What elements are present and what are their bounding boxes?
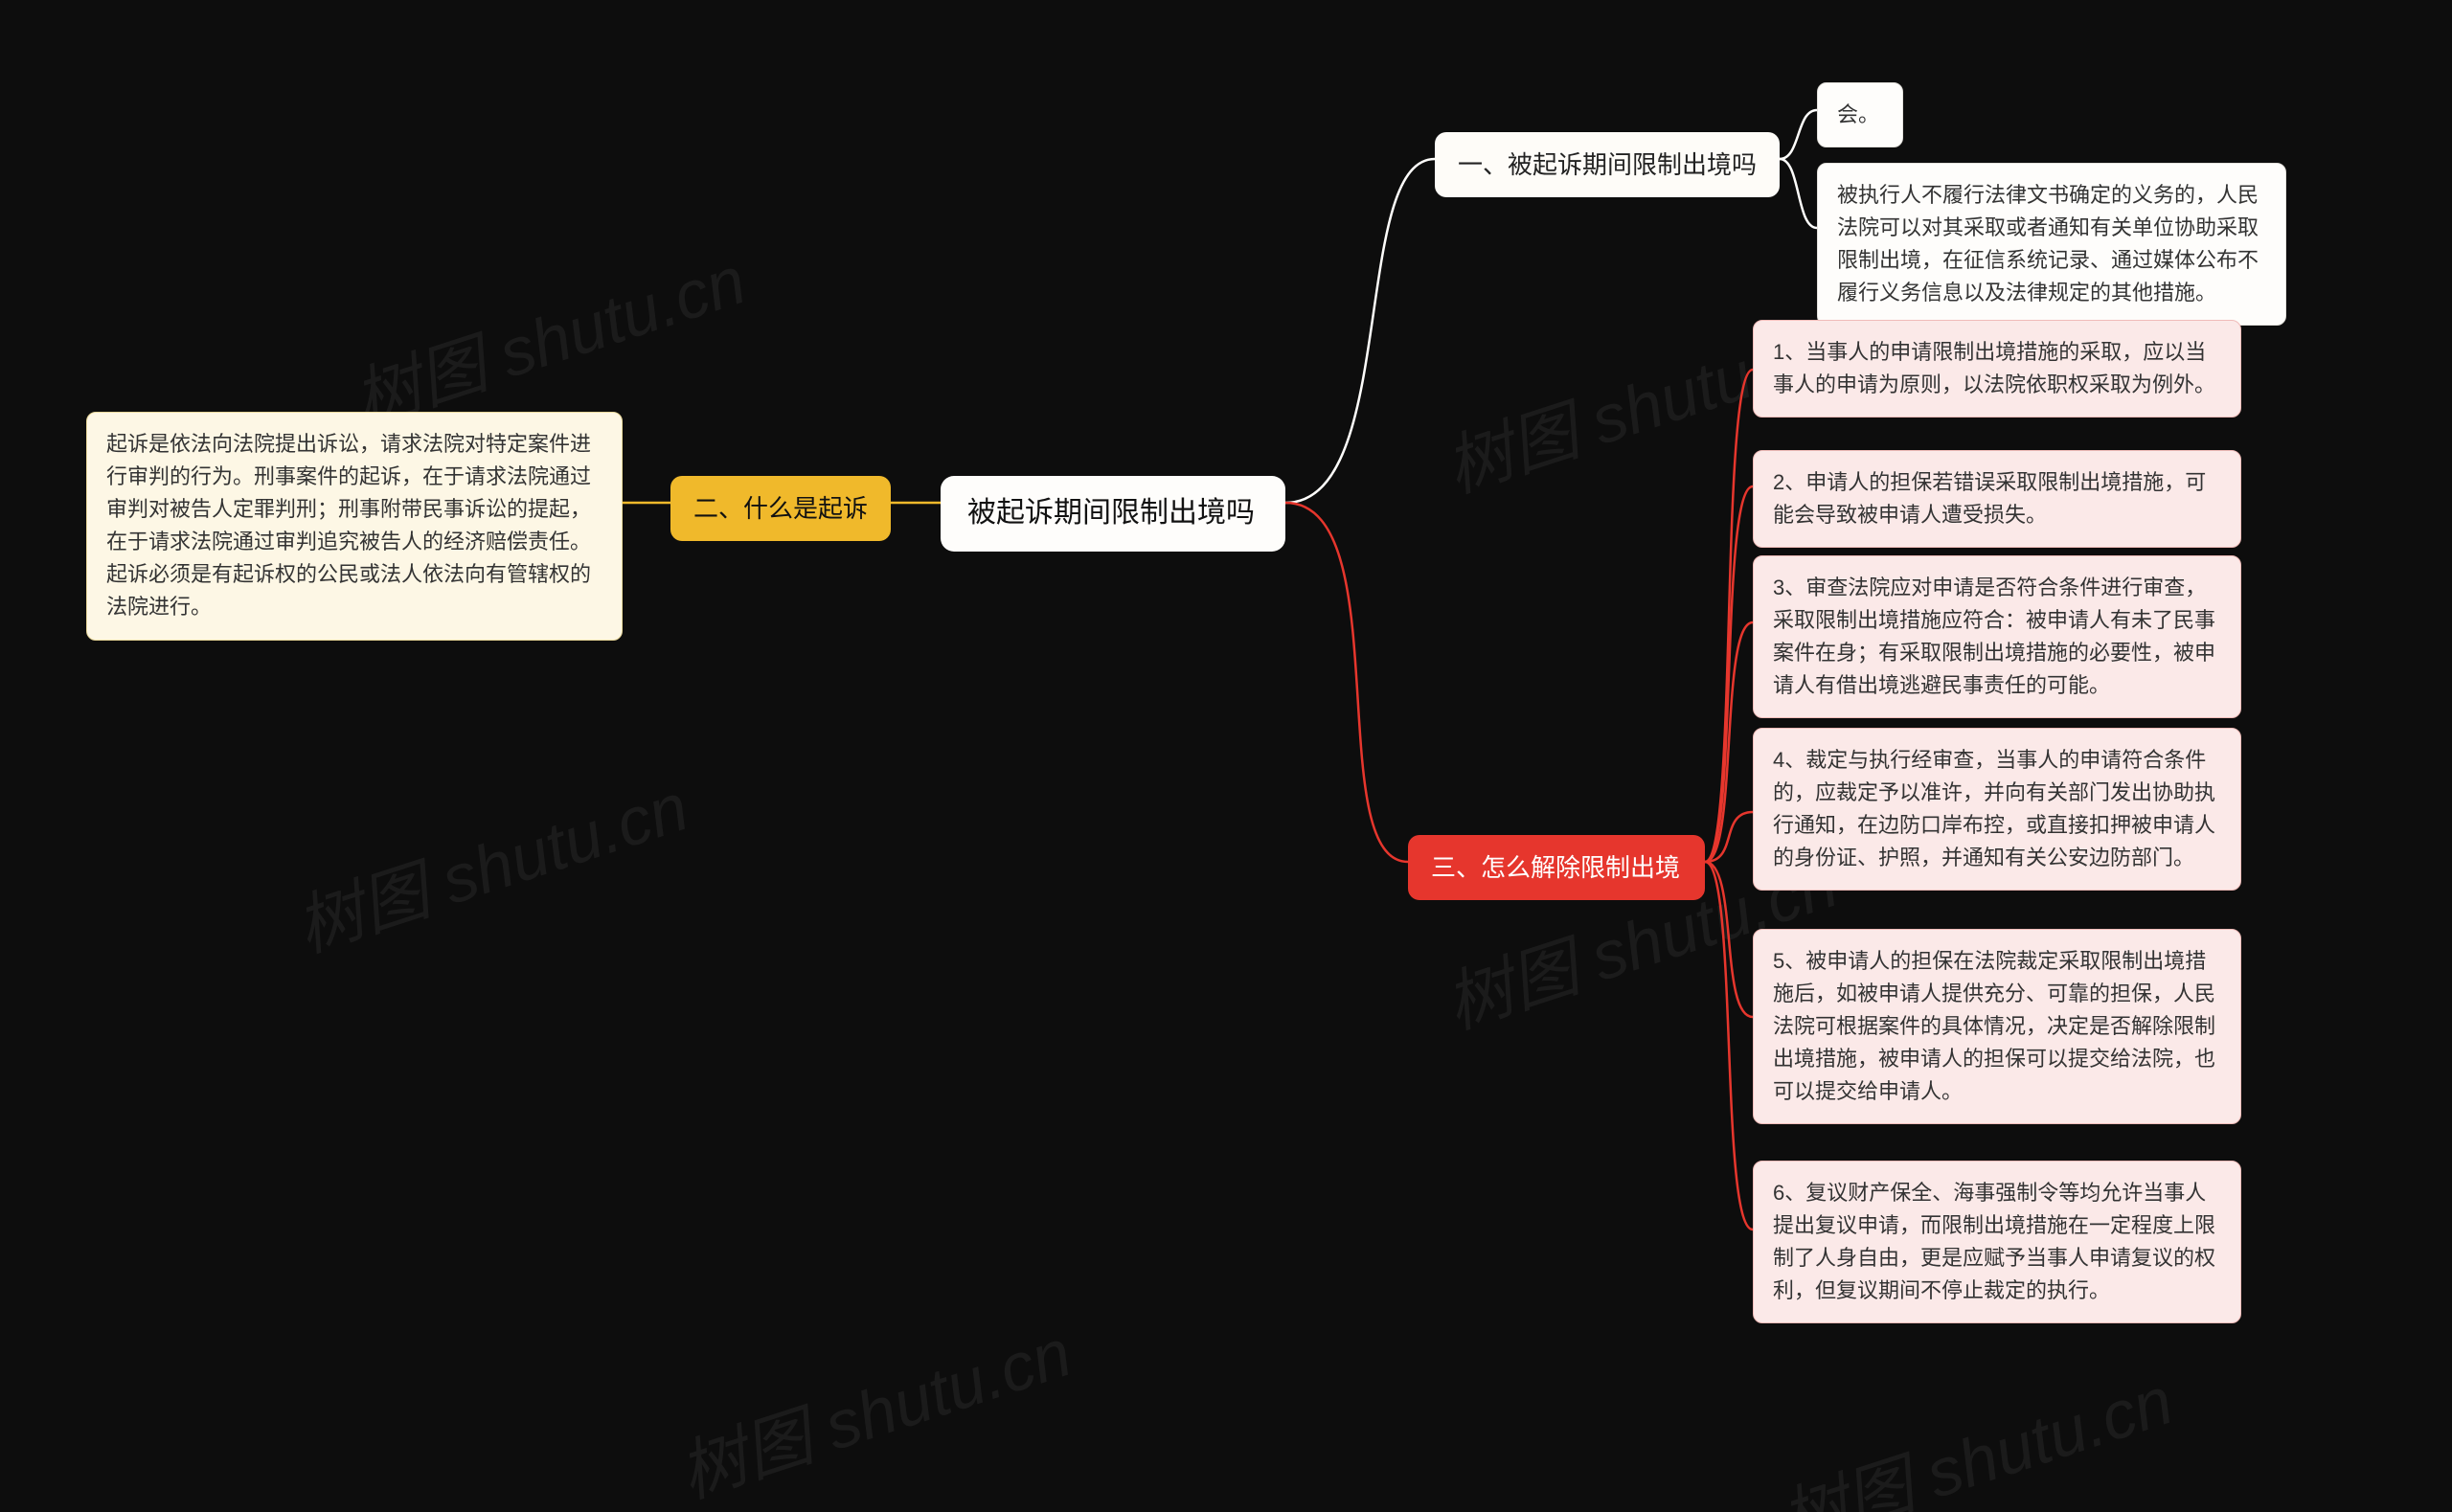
edge-b3-l2 [1705,622,1753,862]
watermark: 树图 shutu.cn [1767,1347,2184,1512]
edge-b3-l3 [1705,812,1753,862]
edge-root-b3 [1285,503,1408,862]
edge-b3-l1 [1705,486,1753,862]
leaf-node-b1-1[interactable]: 被执行人不履行法律文书确定的义务的，人民法院可以对其采取或者通知有关单位协助采取… [1817,163,2286,326]
leaf-node-b3-2[interactable]: 3、审查法院应对申请是否符合条件进行审查，采取限制出境措施应符合：被申请人有未了… [1753,555,2241,718]
branch-node-2[interactable]: 二、什么是起诉 [670,476,891,541]
watermark: 树图 shutu.cn [666,1299,1082,1512]
mindmap-canvas: 树图 shutu.cn 树图 shutu.cn 树图 shutu.cn 树图 s… [0,0,2452,1512]
edge-b3-l0 [1705,370,1753,862]
root-node[interactable]: 被起诉期间限制出境吗 [941,476,1285,552]
edge-b1-l1 [1780,159,1817,228]
leaf-node-b2-0[interactable]: 起诉是依法向法院提出诉讼，请求法院对特定案件进行审判的行为。刑事案件的起诉，在于… [86,412,623,641]
edge-b1-l0 [1780,110,1817,159]
leaf-node-b3-5[interactable]: 6、复议财产保全、海事强制令等均允许当事人提出复议申请，而限制出境措施在一定程度… [1753,1161,2241,1323]
edge-root-b1 [1285,159,1435,503]
leaf-node-b3-3[interactable]: 4、裁定与执行经审查，当事人的申请符合条件的，应裁定予以准许，并向有关部门发出协… [1753,728,2241,891]
edge-b3-l5 [1705,862,1753,1230]
leaf-node-b3-1[interactable]: 2、申请人的担保若错误采取限制出境措施，可能会导致被申请人遭受损失。 [1753,450,2241,548]
edge-b3-l4 [1705,862,1753,1017]
branch-node-1[interactable]: 一、被起诉期间限制出境吗 [1435,132,1780,197]
leaf-node-b3-4[interactable]: 5、被申请人的担保在法院裁定采取限制出境措施后，如被申请人提供充分、可靠的担保，… [1753,929,2241,1124]
leaf-node-b3-0[interactable]: 1、当事人的申请限制出境措施的采取，应以当事人的申请为原则，以法院依职权采取为例… [1753,320,2241,417]
watermark: 树图 shutu.cn [283,754,699,971]
branch-node-3[interactable]: 三、怎么解除限制出境 [1408,835,1705,900]
leaf-node-b1-0[interactable]: 会。 [1817,82,1903,147]
